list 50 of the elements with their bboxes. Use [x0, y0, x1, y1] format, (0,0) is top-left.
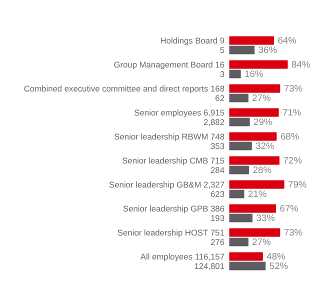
data-label: 16%: [244, 69, 264, 79]
data-label: 33%: [256, 213, 275, 223]
bar: [229, 36, 274, 45]
bar: [229, 166, 250, 174]
data-label: 79%: [288, 180, 307, 190]
y-tick-label: Senior leadership HOST 751 276: [117, 228, 225, 247]
bar: [229, 108, 279, 117]
bar: [229, 118, 250, 126]
bar: [229, 60, 288, 69]
bar: [229, 84, 280, 93]
bar: [229, 204, 276, 213]
y-tick-label: Senior leadership GPB 386 193: [123, 204, 225, 223]
data-label: 67%: [280, 204, 298, 214]
data-label: 27%: [252, 237, 271, 247]
y-tick-label: Group Management Board 16 3: [114, 60, 225, 79]
bar: [229, 156, 280, 165]
y-tick-label: Combined executive committee and direct reports 168 62: [24, 84, 225, 103]
y-tick-label: Senior leadership RBWM 748 353: [114, 132, 225, 151]
bar: [229, 142, 252, 150]
data-label: 68%: [280, 132, 300, 142]
data-label: 28%: [252, 165, 272, 175]
data-label: 29%: [254, 117, 272, 127]
data-label: 52%: [269, 261, 288, 271]
data-label: 21%: [248, 189, 267, 199]
data-label: 64%: [278, 36, 296, 46]
data-label: 84%: [292, 60, 310, 70]
data-label: 73%: [284, 84, 303, 94]
bar: [229, 46, 255, 54]
data-label: 27%: [252, 93, 271, 103]
bar: [229, 214, 253, 222]
y-tick-label: Senior employees 6,915 2,882: [134, 108, 225, 127]
y-tick-label: Senior leadership GB&M 2,327 623: [109, 180, 225, 199]
bar: [229, 70, 241, 78]
data-label: 71%: [282, 108, 302, 118]
bar: [229, 180, 284, 189]
data-label: 73%: [284, 228, 303, 238]
bar: [229, 190, 244, 198]
bar: [229, 132, 277, 141]
data-label: 32%: [256, 141, 274, 151]
y-tick-label: All employees 116,157 124,801: [140, 252, 225, 271]
data-label: 72%: [283, 156, 302, 166]
bar: [229, 94, 248, 102]
bar: [229, 262, 266, 270]
bar: [229, 252, 263, 261]
y-tick-label: Senior leadership CMB 715 284: [122, 156, 225, 175]
data-label: 48%: [266, 252, 286, 262]
data-label: 36%: [258, 45, 278, 55]
bar: [229, 238, 248, 246]
y-tick-label: Holdings Board 9 5: [160, 36, 225, 55]
bar: [229, 228, 280, 237]
